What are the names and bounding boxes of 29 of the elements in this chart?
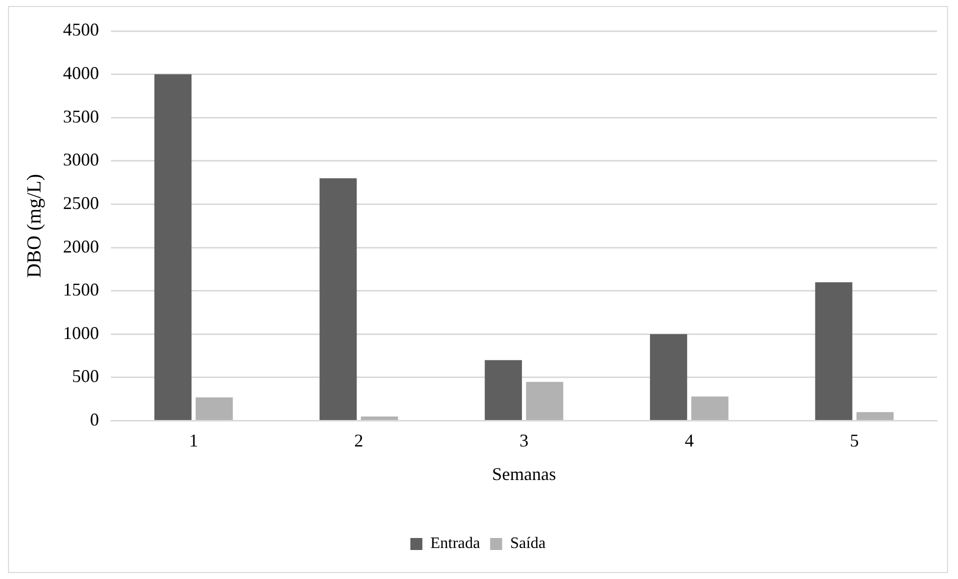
y-tick-label: 4500 [63,20,99,40]
y-tick-label: 3500 [63,106,99,126]
bar [154,74,192,420]
bar [691,396,728,420]
bar [484,360,522,420]
y-tick-label: 1500 [63,280,99,300]
y-tick-label: 500 [72,366,99,386]
y-tick-label: 3000 [63,150,99,170]
y-tick-label: 4000 [63,63,99,84]
x-tick-label: 5 [850,430,859,450]
y-tick-label: 2500 [63,192,99,213]
legend-label: Entrada [430,535,480,552]
bar [526,382,564,420]
y-tick-label: 0 [90,410,99,430]
y-tick-label: 2000 [63,236,99,256]
bar [856,412,894,420]
x-tick-label: 3 [520,430,528,450]
x-tick-label: 4 [684,430,694,450]
y-tick-label: 1000 [63,322,99,343]
bar [196,397,233,420]
bar [360,416,398,420]
x-axis-title: Semanas [492,464,556,484]
legend-label: Saída [510,535,546,552]
x-tick-label: 1 [189,430,198,450]
bar [320,178,357,420]
y-axis-title: DBO (mg/L) [23,174,46,278]
bar [650,334,688,420]
x-tick-label: 2 [354,430,364,450]
bar [815,282,852,420]
